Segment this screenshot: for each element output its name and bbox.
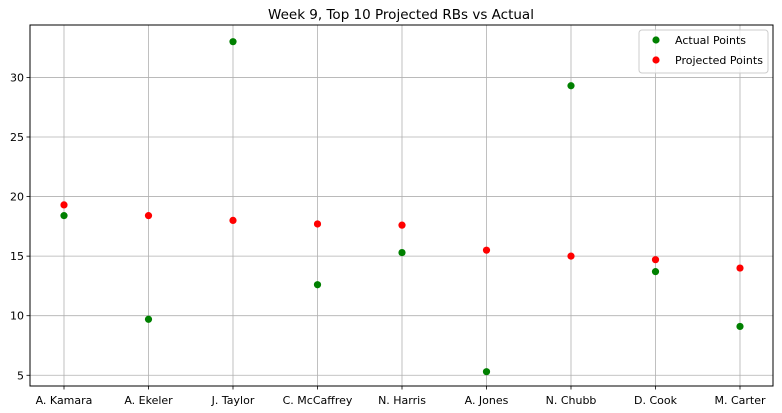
point-projected: [651, 256, 660, 264]
point-projected: [567, 252, 575, 260]
legend-box: [638, 29, 769, 74]
x-tick-label: J. Taylor: [211, 394, 255, 407]
x-tick-label: C. McCaffrey: [283, 394, 353, 407]
point-actual: [398, 248, 406, 257]
x-tick-label: A. Ekeler: [124, 394, 173, 407]
x-axis: A. Kamara A. Ekeler J. Taylor C. McCaffrey N…: [36, 386, 766, 407]
legend: Actual Points Projected Points: [638, 29, 769, 74]
y-tick-label: 25: [10, 131, 24, 144]
legend-label-projected: Projected Points: [675, 54, 763, 67]
x-tick-label: A. Jones: [465, 394, 509, 407]
point-projected: [229, 216, 237, 224]
x-tick-label: N. Harris: [378, 394, 426, 407]
point-actual: [60, 212, 68, 220]
y-tick-label: 15: [10, 250, 24, 263]
y-tick-label: 5: [17, 369, 24, 382]
grid: [30, 25, 773, 386]
point-actual: [313, 281, 322, 289]
legend-label-actual: Actual Points: [675, 34, 746, 47]
point-actual: [144, 315, 153, 323]
point-actual: [567, 82, 575, 90]
y-axis: 5 10 15 20 25 30: [10, 71, 30, 382]
legend-marker-actual: [652, 36, 660, 44]
legend-marker-projected: [652, 56, 660, 64]
x-tick-label: M. Carter: [714, 394, 766, 407]
point-actual: [229, 38, 237, 46]
data-points: [60, 38, 744, 376]
y-tick-label: 10: [10, 310, 24, 323]
point-projected: [736, 264, 744, 272]
plot-area: [29, 24, 774, 387]
point-actual: [736, 322, 744, 331]
point-projected: [482, 246, 491, 254]
point-actual: [651, 268, 660, 276]
x-tick-label: D. Cook: [634, 394, 678, 407]
chart-title: Week 9, Top 10 Projected RBs vs Actual: [268, 7, 534, 23]
point-projected: [144, 212, 153, 220]
x-tick-label: A. Kamara: [36, 394, 93, 407]
y-tick-label: 20: [10, 191, 24, 204]
point-projected: [313, 220, 322, 228]
point-actual: [482, 368, 491, 376]
x-tick-label: N. Chubb: [546, 394, 597, 407]
point-projected: [60, 201, 68, 209]
y-tick-label: 30: [10, 71, 24, 84]
point-projected: [398, 221, 406, 229]
